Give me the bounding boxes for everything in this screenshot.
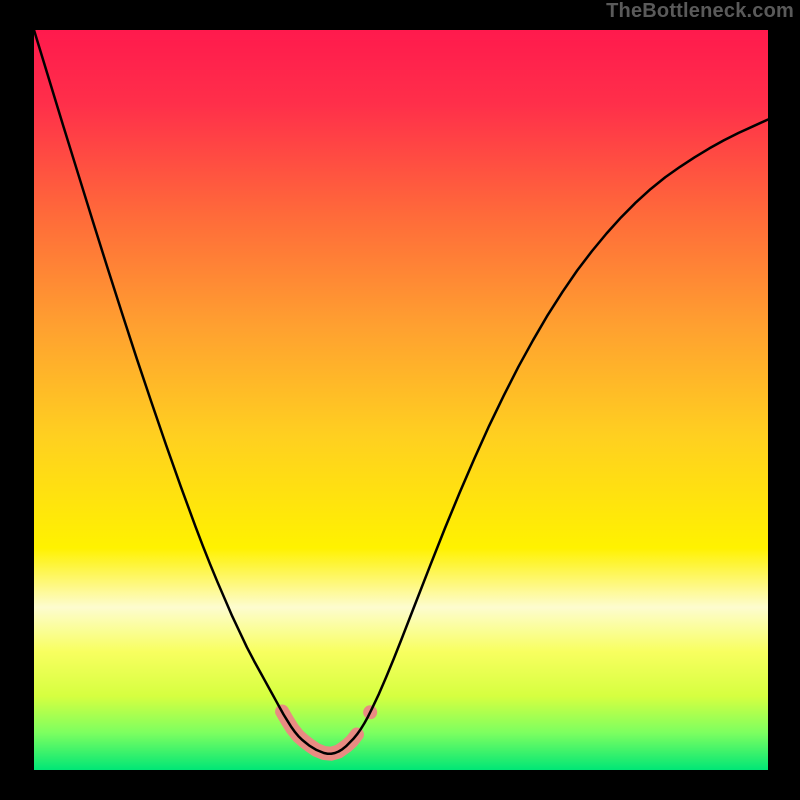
attribution-text: TheBottleneck.com bbox=[606, 0, 794, 23]
gradient-plot-area bbox=[34, 30, 768, 770]
bottleneck-chart bbox=[0, 0, 800, 800]
